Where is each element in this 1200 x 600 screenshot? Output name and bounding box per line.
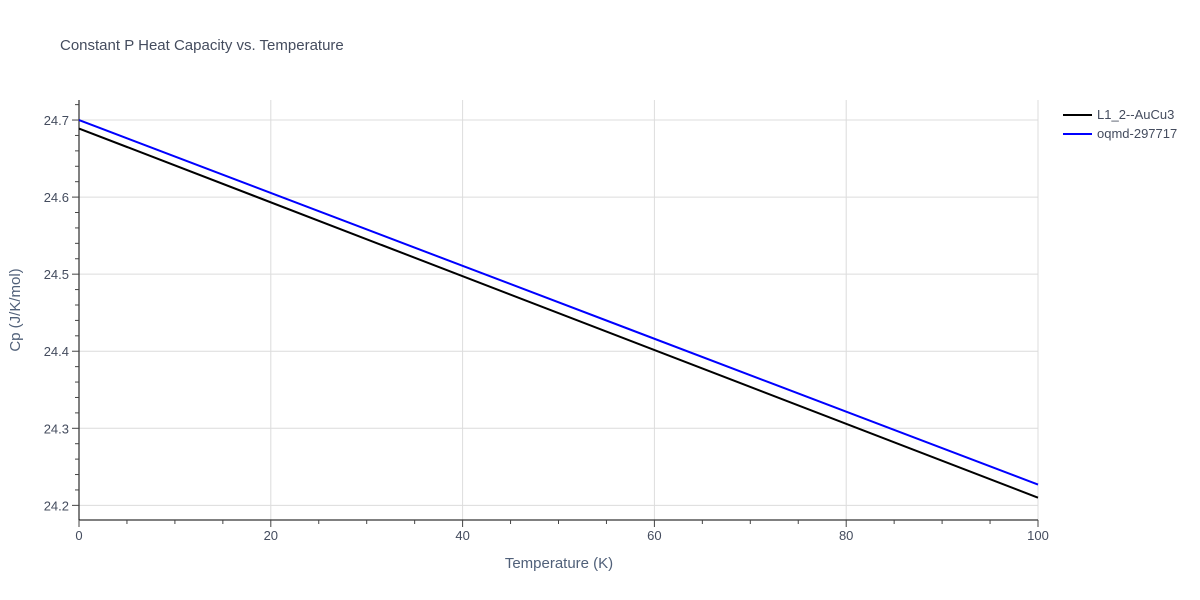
x-tick-label: 80 xyxy=(839,528,853,543)
legend[interactable]: L1_2--AuCu3 oqmd-297717 xyxy=(1063,107,1177,141)
axes: 0 20 40 60 80 100 24.2 24.3 24.4 24.5 24.6 24.7 xyxy=(44,100,1049,543)
y-tick-label: 24.5 xyxy=(44,267,69,282)
legend-item[interactable]: L1_2--AuCu3 xyxy=(1063,107,1174,122)
series-line-2 xyxy=(78,119,1039,486)
x-tick-label: 0 xyxy=(75,528,82,543)
legend-item[interactable]: oqmd-297717 xyxy=(1063,126,1177,141)
x-tick-label: 20 xyxy=(264,528,278,543)
y-tick-label: 24.6 xyxy=(44,190,69,205)
x-tick-label: 40 xyxy=(455,528,469,543)
x-tick-label: 100 xyxy=(1027,528,1049,543)
y-tick-label: 24.2 xyxy=(44,498,69,513)
legend-label: L1_2--AuCu3 xyxy=(1097,107,1174,122)
x-axis-label: Temperature (K) xyxy=(505,555,613,572)
chart-title: Constant P Heat Capacity vs. Temperature xyxy=(60,37,344,54)
series-lines xyxy=(78,119,1039,499)
y-tick-label: 24.7 xyxy=(44,113,69,128)
series-line-1 xyxy=(78,127,1039,499)
legend-label: oqmd-297717 xyxy=(1097,126,1177,141)
y-axis-label: Cp (J/K/mol) xyxy=(7,268,24,351)
x-tick-label: 60 xyxy=(647,528,661,543)
y-tick-label: 24.4 xyxy=(44,344,69,359)
y-tick-label: 24.3 xyxy=(44,421,69,436)
grid xyxy=(78,100,1039,520)
